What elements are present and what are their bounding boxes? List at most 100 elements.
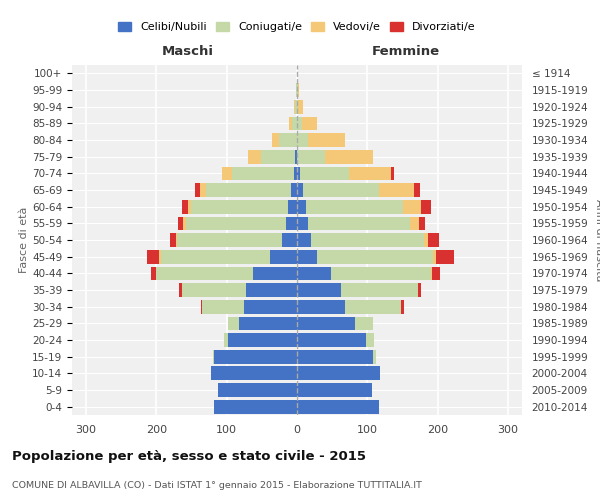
Bar [300,166,349,180]
Bar [178,216,183,230]
Bar [289,116,292,130]
Text: Maschi: Maschi [162,46,214,59]
Bar [191,200,288,213]
Text: Popolazione per età, sesso e stato civile - 2015: Popolazione per età, sesso e stato civil… [12,450,366,463]
Bar [296,83,297,97]
Bar [311,233,424,247]
Bar [239,316,297,330]
Bar [228,316,239,330]
Bar [288,200,297,213]
Bar [349,166,391,180]
Bar [418,283,421,297]
Bar [410,216,419,230]
Bar [297,183,302,197]
Bar [244,300,297,314]
Bar [432,266,440,280]
Bar [302,183,379,197]
Bar [308,133,345,147]
Bar [297,383,371,397]
Bar [253,266,297,280]
Bar [306,200,403,213]
Bar [391,166,394,180]
Bar [211,366,297,380]
Bar [147,250,159,264]
Bar [325,150,373,164]
Legend: Celibi/Nubili, Coniugati/e, Vedovi/e, Divorziati/e: Celibi/Nubili, Coniugati/e, Vedovi/e, Di… [118,22,476,32]
Bar [272,133,280,147]
Bar [151,266,157,280]
Bar [224,333,228,347]
Bar [431,266,432,280]
Bar [161,250,270,264]
Text: Femmine: Femmine [372,46,440,59]
Bar [159,250,161,264]
Bar [218,383,297,397]
Bar [297,366,380,380]
Bar [292,183,297,197]
Bar [297,300,345,314]
Bar [182,283,247,297]
Bar [212,350,214,364]
Bar [214,400,297,413]
Text: COMUNE DI ALBAVILLA (CO) - Dati ISTAT 1° gennaio 2015 - Elaborazione TUTTITALIA.: COMUNE DI ALBAVILLA (CO) - Dati ISTAT 1°… [12,481,422,490]
Bar [200,300,202,314]
Bar [297,83,298,97]
Bar [297,200,306,213]
Bar [195,183,200,197]
Bar [292,116,297,130]
Bar [436,250,454,264]
Bar [355,316,373,330]
Bar [298,100,304,114]
Bar [247,283,297,297]
Bar [345,300,401,314]
Bar [297,250,317,264]
Bar [341,283,418,297]
Bar [261,150,295,164]
Bar [424,233,428,247]
Bar [183,216,186,230]
Bar [297,216,308,230]
Bar [286,216,297,230]
Bar [294,166,297,180]
Bar [206,183,292,197]
Bar [433,250,436,264]
Bar [297,350,373,364]
Bar [428,233,439,247]
Bar [202,300,244,314]
Bar [298,83,299,97]
Bar [294,100,295,114]
Bar [200,183,206,197]
Bar [188,200,191,213]
Bar [186,216,286,230]
Bar [228,333,297,347]
Bar [302,116,317,130]
Bar [403,200,421,213]
Y-axis label: Fasce di età: Fasce di età [19,207,29,273]
Bar [297,150,325,164]
Y-axis label: Anni di nascita: Anni di nascita [594,198,600,281]
Bar [297,400,379,413]
Bar [421,200,431,213]
Bar [401,300,404,314]
Bar [331,266,431,280]
Bar [232,166,294,180]
Bar [297,166,300,180]
Bar [182,200,188,213]
Bar [295,100,297,114]
Bar [317,250,433,264]
Bar [366,333,374,347]
Bar [248,150,261,164]
Bar [373,350,376,364]
Bar [223,166,232,180]
Bar [297,316,355,330]
Bar [297,333,366,347]
Bar [281,233,297,247]
Bar [297,233,311,247]
Bar [176,233,178,247]
Bar [297,133,308,147]
Bar [414,183,420,197]
Bar [419,216,425,230]
Bar [170,233,176,247]
Bar [297,266,331,280]
Bar [270,250,297,264]
